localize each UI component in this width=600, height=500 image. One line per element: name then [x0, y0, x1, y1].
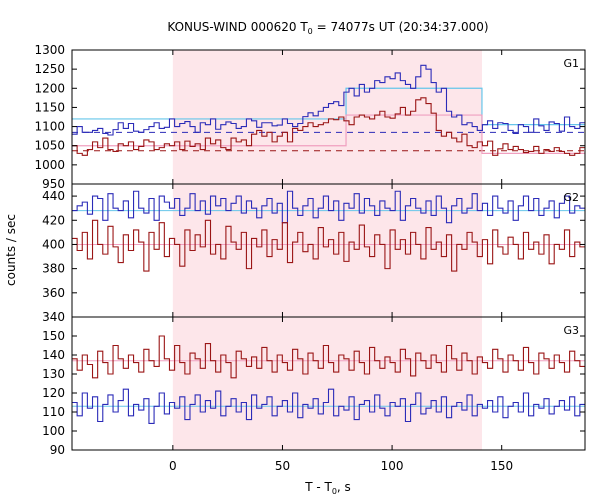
x-axis-label-subscript: 0: [332, 487, 337, 496]
light-curve-g2-series-1: [72, 190, 585, 224]
panel-label-g1: G1: [563, 57, 579, 70]
panel-g1: G1 950 1000 1050 1100 1150 1200 1250 1300: [34, 43, 586, 191]
y-tick-label-g1: 1100: [34, 120, 65, 134]
x-tick-label: 150: [490, 459, 513, 473]
chart-title-rest: = 74077s UT (20:34:37.000): [313, 20, 489, 34]
y-tick-label-g2: 420: [42, 213, 65, 227]
y-axis-label: counts / sec: [4, 214, 18, 286]
y-tick-label-g1: 1150: [34, 100, 65, 114]
y-tick-label-g1: 1200: [34, 81, 65, 95]
y-tick-label-g1: 950: [42, 177, 65, 191]
chart-title-main: KONUS-WIND 000620 T: [167, 20, 308, 34]
step-fit-g1-2: [72, 114, 585, 154]
y-tick-label-g3: 130: [42, 367, 65, 381]
x-axis-label-main: T - T: [304, 480, 332, 494]
panel-frame-g3: [71, 316, 586, 451]
y-tick-label-g2: 380: [42, 262, 65, 276]
light-curve-g3-series-2: [72, 388, 585, 424]
light-curve-g3-series-1: [72, 335, 585, 379]
y-tick-label-g3: 110: [42, 405, 65, 419]
y-tick-label-g1: 1250: [34, 62, 65, 76]
y-tick-label-g3: 150: [42, 329, 65, 343]
panel-g2: G2 340 360 380 400 420 440: [42, 183, 586, 324]
x-tick-label: 50: [275, 459, 290, 473]
x-tick-label: 0: [169, 459, 177, 473]
chart-panels: G19501000105011001150120012501300G234036…: [34, 43, 586, 473]
y-tick-label-g1: 1300: [34, 43, 65, 57]
y-tick-label-g2: 400: [42, 237, 65, 251]
light-curve-g1-series-2: [72, 97, 585, 156]
chart-title-subscript: 0: [308, 27, 313, 36]
x-axis-label-rest: , s: [337, 480, 351, 494]
y-tick-label-g3: 100: [42, 424, 65, 438]
y-tick-label-g3: 90: [50, 443, 65, 457]
y-tick-label-g3: 140: [42, 348, 65, 362]
light-curve-g2-series-2: [72, 219, 585, 272]
y-tick-label-g3: 120: [42, 386, 65, 400]
panel-label-g2: G2: [563, 191, 579, 204]
y-tick-label-g2: 340: [42, 310, 65, 324]
y-tick-label-g1: 1050: [34, 139, 65, 153]
panel-label-g3: G3: [563, 324, 579, 337]
x-axis-label: T - T0, s: [304, 480, 351, 496]
chart-title: KONUS-WIND 000620 T0 = 74077s UT (20:34:…: [167, 20, 488, 36]
burst-interval-shading: [172, 50, 482, 450]
y-tick-label-g2: 360: [42, 286, 65, 300]
light-curve-g1-series-1: [72, 64, 585, 136]
y-tick-label-g2: 440: [42, 189, 65, 203]
y-tick-label-g1: 1000: [34, 158, 65, 172]
panel-g3: G3 90 100 110 120 130 140 150: [42, 316, 586, 457]
x-tick-label: 100: [381, 459, 404, 473]
